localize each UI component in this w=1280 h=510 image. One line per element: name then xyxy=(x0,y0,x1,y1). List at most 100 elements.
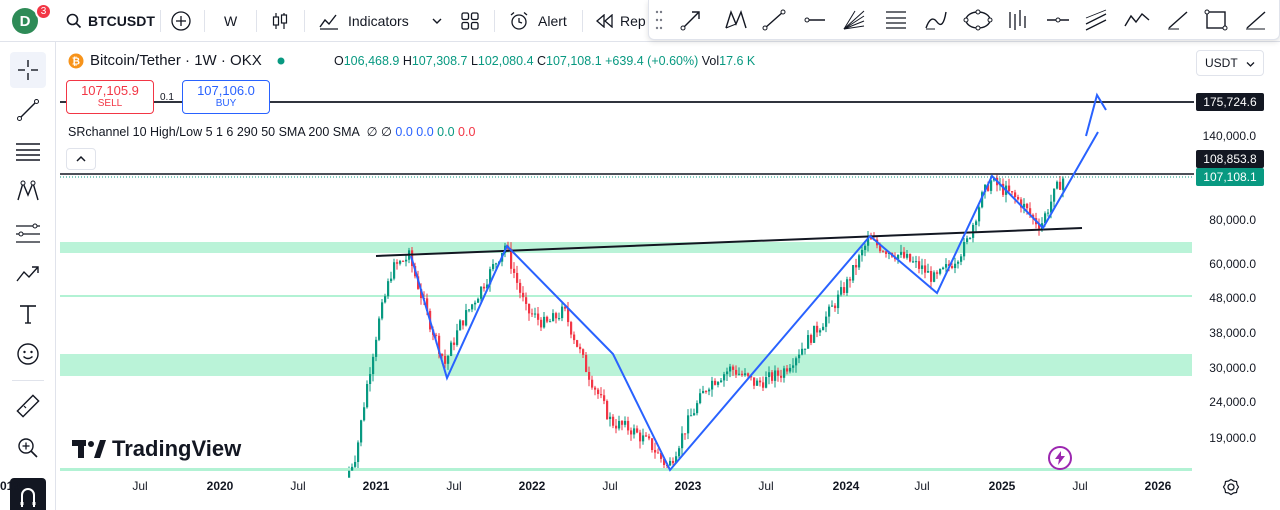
candle-body xyxy=(987,184,990,191)
fib-retracement-icon[interactable] xyxy=(883,8,909,32)
avatar-letter: D xyxy=(19,12,31,30)
candle-body xyxy=(726,371,729,375)
time-axis-label: Jul xyxy=(914,479,930,493)
arrow-marker-icon[interactable] xyxy=(1243,8,1269,32)
buy-button[interactable]: 107,106.0 BUY xyxy=(182,80,270,114)
candle-body xyxy=(459,320,462,331)
candle-body xyxy=(468,309,471,311)
candle-body xyxy=(705,391,708,393)
symbol-name: BTCUSDT xyxy=(88,13,155,29)
candle-body xyxy=(771,372,774,381)
candle-body xyxy=(573,334,576,341)
candle-body xyxy=(1014,192,1017,197)
path-icon[interactable] xyxy=(1123,8,1151,32)
candle-body xyxy=(435,334,438,336)
indicator-legend[interactable]: SRchannel 10 High/Low 5 1 6 290 50 SMA 2… xyxy=(68,124,475,139)
pattern-tool[interactable] xyxy=(10,174,46,210)
drag-handle-icon[interactable] xyxy=(655,8,663,32)
emoji-tool[interactable] xyxy=(10,336,46,372)
candle-body xyxy=(588,371,591,380)
rewind-icon xyxy=(596,14,613,28)
crosshair-tool[interactable] xyxy=(10,52,46,88)
magnet-tool[interactable] xyxy=(10,478,46,510)
chart-pane[interactable] xyxy=(58,44,1280,510)
candle-body xyxy=(1044,213,1047,224)
time-axis-label: Jul xyxy=(1072,479,1088,493)
gann-fan-icon[interactable] xyxy=(841,8,867,32)
candle-body xyxy=(483,286,486,289)
brush-icon[interactable] xyxy=(923,8,949,32)
trend-line-tool[interactable] xyxy=(10,92,46,128)
parallel-channel-icon[interactable] xyxy=(1083,8,1109,32)
candle-body xyxy=(1026,203,1029,209)
xabcd-pattern-icon[interactable] xyxy=(723,8,749,32)
trend-line-icon[interactable] xyxy=(761,8,787,32)
candle-body xyxy=(939,269,942,274)
price-chart[interactable] xyxy=(58,44,1280,510)
xabcd-pattern-icon xyxy=(17,180,39,201)
ohlc-values: O106,468.9 H107,308.7 L102,080.4 C107,10… xyxy=(334,54,755,68)
text-tool[interactable] xyxy=(10,296,46,332)
candle-body xyxy=(978,207,981,222)
candle-body xyxy=(825,316,828,327)
candle-body xyxy=(354,461,357,467)
candle-body xyxy=(729,366,732,372)
candle-body xyxy=(837,294,840,309)
interval-button[interactable]: W xyxy=(224,0,237,42)
candle-body xyxy=(636,428,639,433)
chart-type-button[interactable] xyxy=(270,0,290,42)
candle-body xyxy=(639,432,642,442)
user-avatar[interactable]: D xyxy=(12,8,38,34)
candle-body xyxy=(510,248,513,269)
sr-zone-upper xyxy=(60,242,1192,253)
layouts-button[interactable] xyxy=(460,0,480,42)
alert-button[interactable]: Alert xyxy=(508,0,567,42)
candle-body xyxy=(717,382,720,385)
candle-body xyxy=(813,325,816,343)
time-axis-label: 019 xyxy=(0,479,21,493)
currency-selector[interactable]: USDT xyxy=(1196,50,1264,76)
indicators-button[interactable]: Indicators xyxy=(318,0,409,42)
candle-body xyxy=(384,296,387,303)
horizontal-line-icon[interactable] xyxy=(1045,8,1071,32)
candle-body xyxy=(828,306,831,317)
drawing-favorites-toolbar xyxy=(648,0,1280,40)
candle-body xyxy=(1047,212,1050,214)
candle-body xyxy=(708,389,711,392)
ray-icon[interactable] xyxy=(1165,8,1191,32)
candle-body xyxy=(954,263,957,269)
close-key: C xyxy=(537,54,547,68)
zoom-tool[interactable] xyxy=(10,430,46,466)
measure-tool[interactable] xyxy=(10,388,46,424)
candle-body xyxy=(840,287,843,295)
prediction-tool[interactable] xyxy=(10,216,46,252)
lightning-badge[interactable] xyxy=(1048,446,1072,470)
collapse-legend-button[interactable] xyxy=(66,148,96,170)
indicators-dropdown[interactable] xyxy=(432,0,442,42)
candle-body xyxy=(534,313,537,315)
sell-button[interactable]: 107,105.9 SELL xyxy=(66,80,154,114)
candle-body xyxy=(453,342,456,345)
candle-body xyxy=(1059,181,1062,190)
arrow-tool-icon[interactable] xyxy=(679,8,705,32)
wave-arrow-head xyxy=(1085,92,1107,137)
symbol-search-button[interactable]: BTCUSDT xyxy=(66,0,155,42)
candle-body xyxy=(678,448,681,457)
bars-pattern-icon[interactable] xyxy=(1005,8,1031,32)
rectangle-icon[interactable] xyxy=(1203,8,1229,32)
horizontal-ray-icon[interactable] xyxy=(801,8,827,32)
candle-body xyxy=(738,373,741,375)
compare-add-symbol-button[interactable] xyxy=(170,0,192,42)
forecast-arrow-icon xyxy=(16,266,39,282)
candle-body xyxy=(1032,214,1035,219)
candle-body xyxy=(597,389,600,395)
watermark-text: TradingView xyxy=(112,436,242,461)
chart-legend-title[interactable]: ₿ Bitcoin/Tether · 1W · OKX xyxy=(68,52,286,69)
candle-body xyxy=(1050,201,1053,213)
replay-button[interactable]: Rep xyxy=(596,0,646,42)
forecast-tool[interactable] xyxy=(10,256,46,292)
ellipse-icon[interactable] xyxy=(963,8,993,32)
fib-tool[interactable] xyxy=(10,134,46,170)
settings-button[interactable] xyxy=(1222,478,1240,496)
time-axis[interactable]: 019 Jul 2020 Jul 2021 Jul 2022 Jul 2023 Jul 2024 Ju… xyxy=(0,470,1194,510)
